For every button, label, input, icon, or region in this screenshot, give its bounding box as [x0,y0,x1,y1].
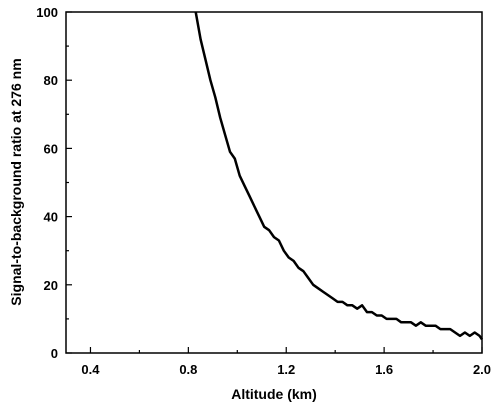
x-tick-label: 0.4 [81,362,100,377]
y-tick-label: 40 [44,210,58,225]
x-tick-label: 0.8 [179,362,197,377]
x-axis-title: Altitude (km) [231,386,317,402]
y-tick-label: 100 [36,5,58,20]
ticks [66,11,483,354]
y-axis-title: Signal-to-background ratio at 276 nm [8,58,24,305]
y-tick-label: 0 [51,346,58,361]
y-tick-label: 20 [44,278,58,293]
tick-labels: 0.4 0.8 1.2 1.6 2.0 0 20 40 60 80 100 [36,5,491,377]
y-tick-label: 80 [44,73,58,88]
series-line [194,11,484,341]
x-tick-label: 1.2 [277,362,295,377]
y-tick-label: 60 [44,141,58,156]
plot-frame [65,11,483,354]
x-tick-label: 1.6 [375,362,393,377]
x-tick-label: 2.0 [473,362,491,377]
